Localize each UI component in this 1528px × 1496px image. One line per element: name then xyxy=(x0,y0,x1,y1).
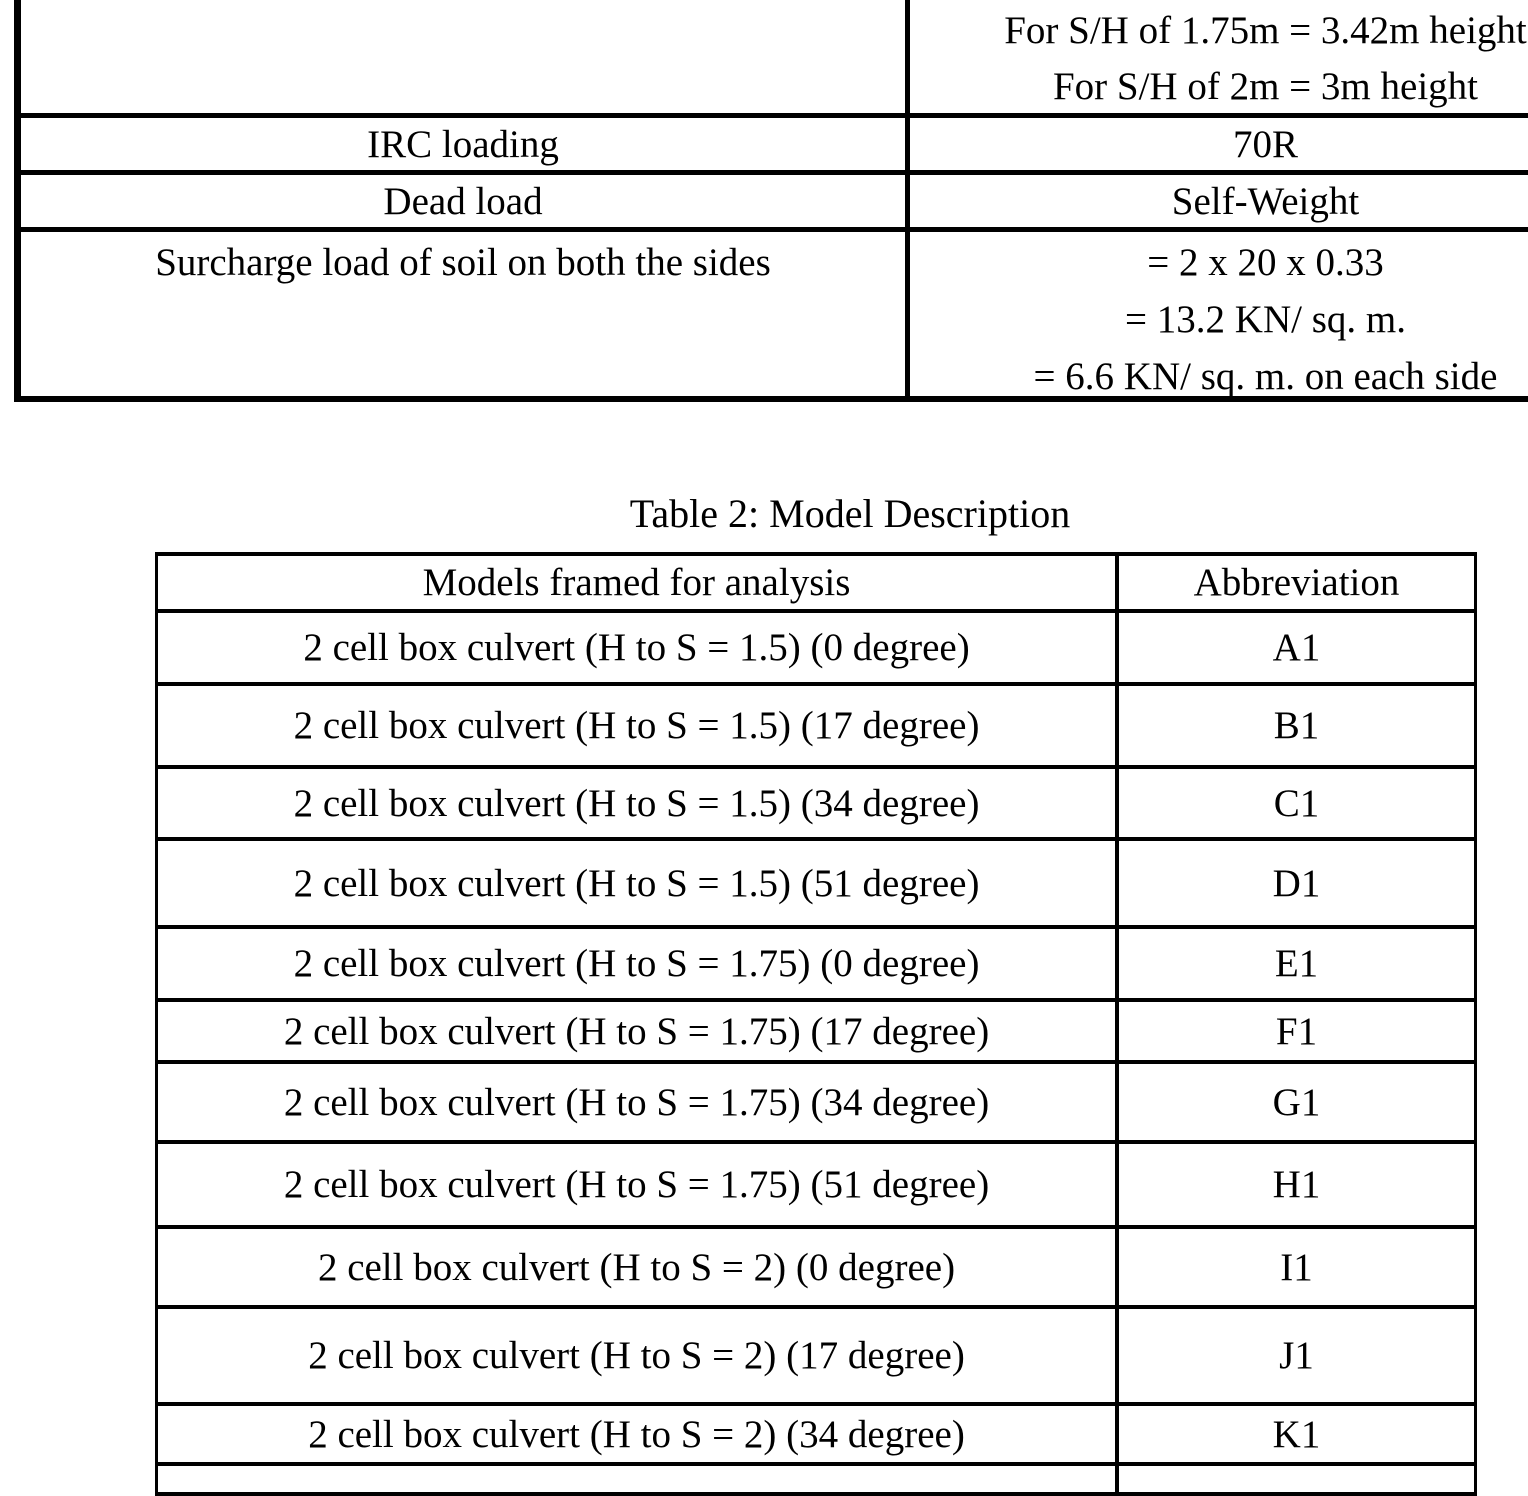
model-cell: 2 cell box culvert (H to S = 1.5) (51 de… xyxy=(158,841,1119,925)
table-row: Dead load Self-Weight xyxy=(21,175,1528,232)
table-row: For S/H of 1.75m = 3.42m height For S/H … xyxy=(21,0,1528,118)
load-value-line: = 6.6 KN/ sq. m. on each side xyxy=(1033,355,1498,398)
load-value-line: = 13.2 KN/ sq. m. xyxy=(1125,298,1406,341)
load-value-cell: Self-Weight xyxy=(910,175,1528,227)
model-cell: 2 cell box culvert (H to S = 1.5) (0 deg… xyxy=(158,613,1119,682)
load-value-cell: For S/H of 1.75m = 3.42m height For S/H … xyxy=(910,0,1528,113)
model-cell: 2 cell box culvert (H to S = 2) (0 degre… xyxy=(158,1229,1119,1305)
table-row: IRC loading 70R xyxy=(21,118,1528,175)
table-row: 2 cell box culvert (H to S = 1.75) (51 d… xyxy=(158,1144,1474,1229)
table-row: 2 cell box culvert (H to S = 2) (17 degr… xyxy=(158,1309,1474,1406)
model-cell: 2 cell box culvert (H to S = 2) (17 degr… xyxy=(158,1309,1119,1402)
table-row: Surcharge load of soil on both the sides… xyxy=(21,232,1528,402)
load-value-line: Self-Weight xyxy=(1171,179,1360,223)
abbreviation-cell: C1 xyxy=(1273,781,1320,825)
table-header-row: Models framed for analysis Abbreviation xyxy=(158,556,1474,613)
load-label-cell: IRC loading xyxy=(21,118,910,170)
model-cell: 2 cell box culvert (H to S = 2) (34 degr… xyxy=(158,1406,1119,1462)
table-row: 2 cell box culvert (H to S = 1.75) (34 d… xyxy=(158,1064,1474,1144)
abbreviation-cell xyxy=(1119,1466,1474,1492)
abbreviation-cell: I1 xyxy=(1280,1245,1313,1289)
column-header-models: Models framed for analysis xyxy=(158,556,1119,609)
load-value-line: = 2 x 20 x 0.33 xyxy=(1147,241,1384,284)
load-parameters-table: For S/H of 1.75m = 3.42m height For S/H … xyxy=(14,0,1528,402)
table-row-partial xyxy=(158,1466,1474,1496)
table-row: 2 cell box culvert (H to S = 2) (34 degr… xyxy=(158,1406,1474,1466)
table2-caption: Table 2: Model Description xyxy=(629,491,1071,536)
load-value-line: 70R xyxy=(1232,122,1298,166)
abbreviation-cell: K1 xyxy=(1272,1412,1321,1456)
model-cell xyxy=(158,1466,1119,1492)
abbreviation-cell: F1 xyxy=(1275,1009,1318,1053)
table-row: 2 cell box culvert (H to S = 2) (0 degre… xyxy=(158,1229,1474,1309)
abbreviation-cell: H1 xyxy=(1272,1163,1321,1206)
table-row: 2 cell box culvert (H to S = 1.5) (51 de… xyxy=(158,841,1474,929)
load-label-cell-empty xyxy=(21,0,910,113)
abbreviation-cell: G1 xyxy=(1272,1080,1321,1124)
table-row: 2 cell box culvert (H to S = 1.5) (34 de… xyxy=(158,769,1474,841)
table-row: 2 cell box culvert (H to S = 1.75) (17 d… xyxy=(158,1002,1474,1064)
model-cell: 2 cell box culvert (H to S = 1.5) (17 de… xyxy=(158,686,1119,765)
load-value-cell: 70R xyxy=(910,118,1528,170)
load-value-cell: = 2 x 20 x 0.33 = 13.2 KN/ sq. m. = 6.6 … xyxy=(910,232,1528,398)
table-row: 2 cell box culvert (H to S = 1.5) (0 deg… xyxy=(158,613,1474,686)
model-cell: 2 cell box culvert (H to S = 1.75) (0 de… xyxy=(158,929,1119,998)
load-label-cell: Surcharge load of soil on both the sides xyxy=(21,232,910,396)
model-cell: 2 cell box culvert (H to S = 1.75) (51 d… xyxy=(158,1144,1119,1225)
abbreviation-cell: D1 xyxy=(1272,861,1321,905)
table-row: 2 cell box culvert (H to S = 1.75) (0 de… xyxy=(158,929,1474,1002)
load-value-line: For S/H of 1.75m = 3.42m height xyxy=(1004,9,1527,52)
column-header-abbreviation: Abbreviation xyxy=(1193,561,1400,604)
model-cell: 2 cell box culvert (H to S = 1.75) (17 d… xyxy=(158,1002,1119,1060)
load-label-cell: Dead load xyxy=(21,175,910,227)
abbreviation-cell: J1 xyxy=(1279,1334,1314,1377)
model-cell: 2 cell box culvert (H to S = 1.5) (34 de… xyxy=(158,769,1119,837)
abbreviation-cell: B1 xyxy=(1273,704,1320,747)
model-description-table: Models framed for analysis Abbreviation … xyxy=(155,552,1477,1496)
abbreviation-cell: E1 xyxy=(1274,942,1319,985)
abbreviation-cell: A1 xyxy=(1272,626,1321,669)
table-row: 2 cell box culvert (H to S = 1.5) (17 de… xyxy=(158,686,1474,769)
load-value-line: For S/H of 2m = 3m height xyxy=(1052,65,1478,108)
model-cell: 2 cell box culvert (H to S = 1.75) (34 d… xyxy=(158,1064,1119,1140)
